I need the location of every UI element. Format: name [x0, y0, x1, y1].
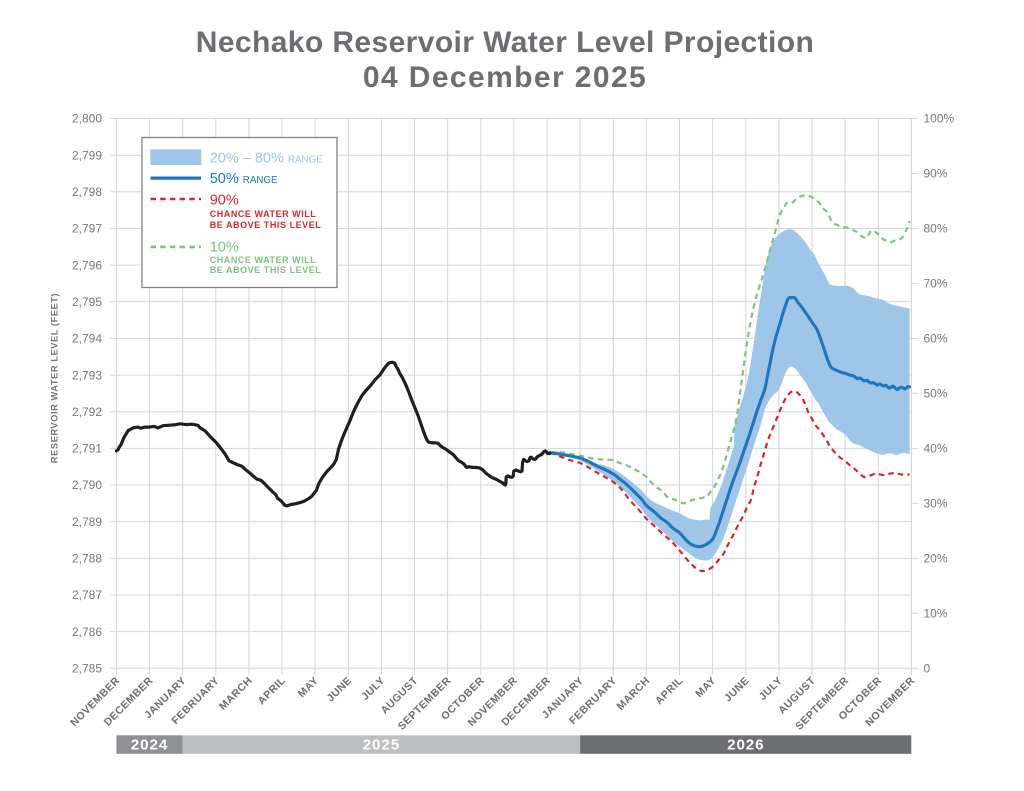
svg-text:2,798: 2,798 — [72, 185, 102, 199]
svg-text:2,800: 2,800 — [72, 112, 102, 126]
svg-text:20%: 20% — [924, 552, 948, 566]
svg-text:30%: 30% — [924, 497, 948, 511]
svg-text:100%: 100% — [924, 112, 955, 126]
svg-text:2025: 2025 — [363, 737, 400, 754]
svg-text:2,786: 2,786 — [72, 625, 102, 639]
svg-text:2,791: 2,791 — [72, 442, 102, 456]
svg-text:2,787: 2,787 — [72, 588, 102, 602]
svg-text:2,789: 2,789 — [72, 515, 102, 529]
svg-text:BE ABOVE THIS LEVEL: BE ABOVE THIS LEVEL — [210, 265, 322, 275]
svg-text:2,790: 2,790 — [72, 478, 102, 492]
svg-text:60%: 60% — [924, 332, 948, 346]
svg-text:40%: 40% — [924, 442, 948, 456]
svg-text:2,794: 2,794 — [72, 332, 102, 346]
svg-text:APRIL: APRIL — [256, 675, 289, 708]
svg-text:MARCH: MARCH — [217, 675, 255, 713]
svg-text:2,785: 2,785 — [72, 662, 102, 676]
svg-text:2,793: 2,793 — [72, 368, 102, 382]
svg-text:MAY: MAY — [296, 675, 321, 700]
svg-text:MARCH: MARCH — [615, 675, 653, 713]
svg-text:APRIL: APRIL — [653, 675, 686, 708]
svg-text:0: 0 — [924, 662, 931, 676]
svg-text:JULY: JULY — [757, 675, 785, 703]
svg-text:20% – 80% RANGE: 20% – 80% RANGE — [210, 151, 324, 167]
svg-text:70%: 70% — [924, 277, 948, 291]
svg-text:2024: 2024 — [131, 737, 168, 754]
svg-text:50%: 50% — [924, 387, 948, 401]
svg-text:10%: 10% — [924, 607, 948, 621]
svg-text:BE ABOVE THIS LEVEL: BE ABOVE THIS LEVEL — [210, 220, 322, 230]
svg-text:MAY: MAY — [693, 675, 718, 700]
svg-text:80%: 80% — [924, 222, 948, 236]
svg-text:JUNE: JUNE — [325, 675, 355, 705]
svg-text:CHANCE WATER WILL: CHANCE WATER WILL — [210, 255, 317, 265]
svg-text:90%: 90% — [210, 192, 239, 208]
svg-text:CHANCE WATER WILL: CHANCE WATER WILL — [210, 209, 317, 219]
svg-text:2,788: 2,788 — [72, 552, 102, 566]
svg-text:2,799: 2,799 — [72, 148, 102, 162]
svg-text:JULY: JULY — [359, 675, 387, 703]
svg-text:90%: 90% — [924, 167, 948, 181]
svg-text:2,795: 2,795 — [72, 295, 102, 309]
svg-text:2,797: 2,797 — [72, 222, 102, 236]
svg-text:2,796: 2,796 — [72, 258, 102, 272]
svg-text:50% RANGE: 50% RANGE — [210, 171, 278, 187]
svg-text:RESERVOIR WATER LEVEL (FEET): RESERVOIR WATER LEVEL (FEET) — [50, 293, 60, 463]
svg-text:2026: 2026 — [727, 737, 764, 754]
svg-text:2,792: 2,792 — [72, 405, 102, 419]
svg-text:JUNE: JUNE — [722, 675, 752, 705]
svg-text:10%: 10% — [210, 240, 239, 256]
